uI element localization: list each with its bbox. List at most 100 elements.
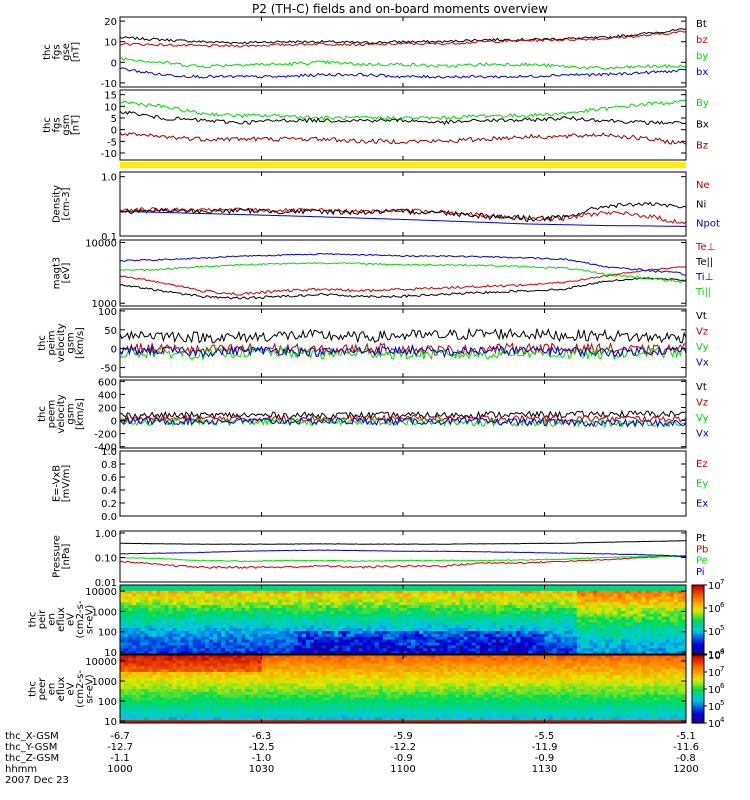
panels: Btbzbybx20100-10thcfgsgse[nT]ByBxBz15105… <box>28 17 726 730</box>
heatmap-cell <box>274 717 279 720</box>
heatmap-cell <box>169 692 174 695</box>
heatmap-cell <box>173 658 178 661</box>
heatmap-cell <box>286 717 291 720</box>
heatmap-cell <box>278 675 283 678</box>
heatmap-cell <box>278 666 283 669</box>
heatmap-cell <box>128 717 133 720</box>
heatmap-cell <box>302 666 307 669</box>
heatmap-cell <box>266 658 271 661</box>
heatmap-cell <box>201 700 206 703</box>
heatmap-cell <box>229 666 234 669</box>
heatmap-cell <box>290 700 295 703</box>
heatmap-cell <box>160 692 165 695</box>
heatmap-cell <box>136 658 141 661</box>
heatmap-cell <box>140 666 145 669</box>
legend-by: by <box>696 51 708 62</box>
y-tick-label: 20 <box>104 17 117 28</box>
series-line-By <box>120 100 686 120</box>
series-line-Vt <box>120 329 686 343</box>
heatmap-cell <box>282 666 287 669</box>
heatmap-cell <box>326 675 331 678</box>
heatmap-cell <box>241 675 246 678</box>
series-lines <box>120 541 686 569</box>
heatmap-cell <box>286 692 291 695</box>
y-tick-label: 0 <box>111 58 117 69</box>
heatmap-cell <box>282 658 287 661</box>
heatmap-cell <box>237 700 242 703</box>
panel-fgs-gse: Btbzbybx20100-10thcfgsgse[nT] <box>42 17 709 90</box>
heatmap-cell <box>310 666 315 669</box>
panel-frame <box>120 380 686 448</box>
heatmap-cell <box>290 658 295 661</box>
heatmap-cell <box>245 717 250 720</box>
y-axis-label: Pressure[nPa] <box>51 535 72 578</box>
legend-bx: bx <box>696 67 708 78</box>
heatmap-cell <box>245 709 250 712</box>
heatmap-cell <box>290 675 295 678</box>
heatmap-cell <box>326 683 331 686</box>
series-line-Pe <box>120 556 686 562</box>
y-tick-label: 5 <box>111 114 117 125</box>
y-tick-label: 10000 <box>85 587 117 598</box>
heatmap-cell <box>266 675 271 678</box>
heatmap-cell <box>237 666 242 669</box>
heatmap-cell <box>302 683 307 686</box>
heatmap-cell <box>185 675 190 678</box>
y-axis-label-line: [eV] <box>61 263 72 284</box>
heatmap-cell <box>314 666 319 669</box>
heatmap-cell <box>160 658 165 661</box>
heatmap-cell <box>193 717 198 720</box>
heatmap-cell <box>124 717 129 720</box>
heatmap-cell <box>298 692 303 695</box>
panel-density: NeNiNpot1.00.1Density[cm-3] <box>51 172 720 243</box>
heatmap-cell <box>221 692 226 695</box>
legend-Ne: Ne <box>696 180 710 191</box>
heatmap-cell <box>177 683 182 686</box>
heatmap-cell <box>249 700 254 703</box>
heatmap-cell <box>181 692 186 695</box>
heatmap-cell <box>270 692 275 695</box>
heatmap-cell <box>136 675 141 678</box>
heatmap-cell <box>148 675 153 678</box>
heatmap-cell <box>144 717 149 720</box>
heatmap-cell <box>132 700 137 703</box>
heatmap-cell <box>237 692 242 695</box>
heatmap-cell <box>249 683 254 686</box>
heatmap-cell <box>278 683 283 686</box>
heatmap-cell <box>225 709 230 712</box>
colorbar-tick-label: 10 <box>708 581 721 592</box>
heatmap-cell <box>314 717 319 720</box>
y-axis-label-line: [nT] <box>70 115 81 135</box>
heatmap-cell <box>177 717 182 720</box>
heatmap-cell <box>197 658 202 661</box>
heatmap-cell <box>233 717 238 720</box>
panel-peim-velocity: VtVzVyVx100500-50thcpeimvelocitygsm[km/s… <box>37 307 709 377</box>
heatmap-cell <box>274 666 279 669</box>
heatmap-cell <box>241 666 246 669</box>
heatmap-cell <box>140 709 145 712</box>
panel-frame <box>120 531 686 582</box>
heatmap-cell <box>165 692 170 695</box>
heatmap-cell <box>237 675 242 678</box>
heatmap-cell <box>306 709 311 712</box>
heatmap-cell <box>282 683 287 686</box>
heatmap-cell <box>229 692 234 695</box>
heatmap-cell <box>205 700 210 703</box>
heatmap-cell <box>173 717 178 720</box>
heatmap-cell <box>148 709 153 712</box>
heatmap-cell <box>132 675 137 678</box>
heatmap-cell <box>241 658 246 661</box>
panel-peem-velocity: VtVzVyVx6004002000-200-400thcpeemvelocit… <box>37 377 709 453</box>
heatmap-cell <box>217 683 222 686</box>
heatmap-cell <box>132 666 137 669</box>
heatmap-cell <box>270 675 275 678</box>
heatmap-cell <box>233 709 238 712</box>
series-line-Pi <box>120 550 686 557</box>
heatmap-cell <box>124 683 129 686</box>
heatmap-cell <box>282 700 287 703</box>
heatmap-cell <box>306 717 311 720</box>
legend-Vx: Vx <box>696 358 709 369</box>
heatmap-cell <box>274 675 279 678</box>
heatmap-cell <box>306 675 311 678</box>
heatmap-cell <box>282 692 287 695</box>
